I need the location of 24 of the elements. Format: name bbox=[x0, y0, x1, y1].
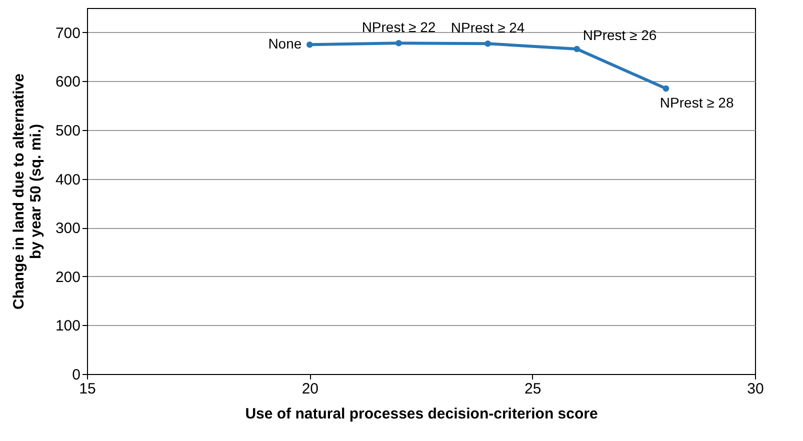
x-axis-title: Use of natural processes decision-criterion score bbox=[245, 406, 598, 422]
y-tick-label: 600 bbox=[55, 74, 80, 91]
y-tick-label: 0 bbox=[72, 366, 80, 384]
annotation: NPrest ≥ 22 bbox=[362, 19, 436, 36]
x-tick-label: 25 bbox=[524, 380, 542, 398]
point bbox=[662, 85, 670, 92]
point bbox=[396, 40, 402, 46]
annotation: NPrest ≥ 26 bbox=[582, 26, 657, 43]
annotation: NPrest ≥ 28 bbox=[660, 94, 734, 111]
y-tick-label: 400 bbox=[55, 171, 80, 188]
x-tick-label: 30 bbox=[747, 380, 764, 398]
y-tick-label: 500 bbox=[55, 122, 80, 140]
annotation: NPrest ≥ 24 bbox=[450, 20, 525, 36]
annotation: None bbox=[268, 36, 302, 52]
point bbox=[484, 40, 491, 47]
y-tick-label: 300 bbox=[55, 220, 80, 238]
y-axis-title: Change in land due to alternative by year 50 (sq. mi.) bbox=[10, 74, 44, 310]
x-tick-label: 20 bbox=[302, 380, 319, 398]
x-tick-label: 15 bbox=[79, 380, 96, 398]
point bbox=[574, 46, 580, 52]
point bbox=[306, 41, 313, 48]
y-tick-label: 200 bbox=[55, 268, 80, 286]
y-tick-label: 700 bbox=[55, 24, 80, 42]
y-tick-label: 100 bbox=[55, 318, 80, 335]
